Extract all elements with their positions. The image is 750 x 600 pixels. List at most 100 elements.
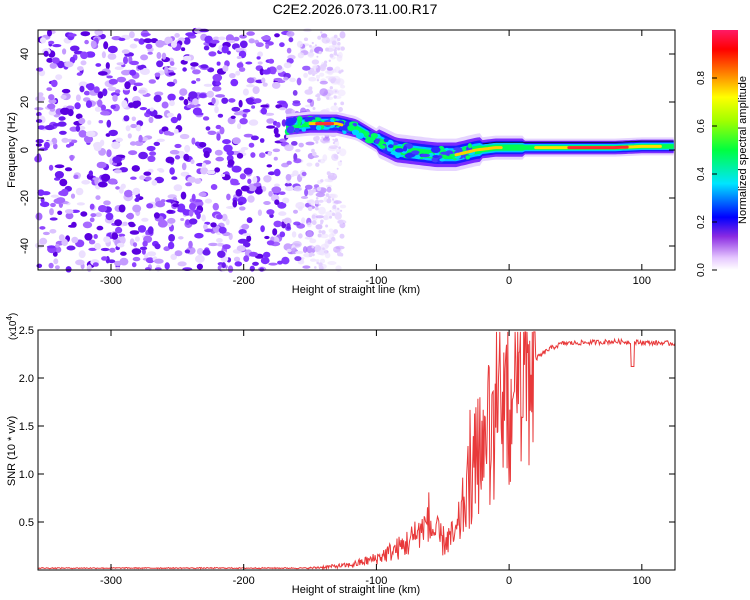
noise-blob <box>128 221 135 226</box>
noise-blob <box>233 256 241 262</box>
noise-fringe-dot <box>320 31 323 34</box>
noise-blob <box>115 137 123 142</box>
noise-fringe-dot <box>339 233 345 239</box>
noise-fringe-dot <box>308 253 313 258</box>
noise-blob <box>52 44 62 48</box>
snr-line <box>37 331 676 571</box>
noise-blob <box>81 180 91 185</box>
noise-blob <box>208 51 217 57</box>
noise-blob <box>144 253 149 259</box>
noise-blob <box>285 174 292 181</box>
y-tick-label: 1.0 <box>19 469 34 481</box>
noise-blob <box>284 144 294 152</box>
noise-blob <box>306 230 313 238</box>
noise-blob <box>169 100 175 107</box>
noise-fringe-dot <box>314 206 319 211</box>
noise-blob <box>259 138 265 143</box>
noise-blob <box>97 91 104 99</box>
noise-blob <box>119 257 129 266</box>
noise-blob <box>213 36 220 41</box>
noise-blob <box>214 106 219 114</box>
noise-blob <box>210 222 217 228</box>
noise-blob <box>286 31 295 37</box>
noise-blob <box>48 40 55 45</box>
noise-blob <box>231 165 242 173</box>
ridge-blob <box>465 155 471 160</box>
noise-blob <box>84 233 93 241</box>
noise-fringe-dot <box>307 206 313 212</box>
noise-blob <box>214 149 223 156</box>
noise-blob <box>137 65 144 70</box>
noise-blob <box>138 89 147 94</box>
noise-blob <box>185 32 196 37</box>
noise-blob <box>110 104 116 110</box>
noise-fringe-dot <box>340 101 345 106</box>
noise-blob <box>101 256 108 261</box>
noise-blob <box>217 113 224 118</box>
noise-blob <box>139 175 146 180</box>
colorbar-label: Normalized spectral amplitude <box>737 76 749 224</box>
noise-blob <box>153 212 160 219</box>
noise-blob <box>183 153 190 161</box>
snr-ylabel: SNR (10 * v/v) <box>6 416 18 486</box>
noise-blob <box>118 37 126 42</box>
noise-blob <box>35 119 43 123</box>
noise-blob <box>309 238 317 244</box>
noise-blob <box>184 144 191 153</box>
noise-blob <box>235 189 243 197</box>
snr-axes: -300 -200 -100 0 100 0.5 1.0 1.5 2.0 2.5 <box>19 325 675 587</box>
noise-blob <box>271 186 282 194</box>
noise-blob <box>334 212 342 220</box>
snr-xlabel: Height of straight line (km) <box>292 584 420 596</box>
noise-blob <box>48 262 54 269</box>
noise-blob <box>324 252 331 259</box>
noise-fringe-dot <box>312 73 315 76</box>
noise-blob <box>46 245 56 249</box>
noise-blob <box>222 244 231 250</box>
noise-blob <box>267 171 276 176</box>
noise-blob <box>328 45 336 51</box>
noise-blob <box>166 112 174 118</box>
noise-blob <box>252 86 260 95</box>
noise-blob <box>149 151 157 156</box>
noise-blob <box>294 256 302 262</box>
noise-blob <box>109 247 116 253</box>
noise-blob <box>192 98 199 106</box>
noise-fringe-dot <box>331 236 336 242</box>
noise-blob <box>257 209 262 216</box>
y-tick-label: -40 <box>19 238 31 254</box>
noise-blob <box>249 251 258 257</box>
noise-blob <box>145 43 153 50</box>
colorbar-tick-label: 0.2 <box>696 215 707 229</box>
noise-blob <box>131 116 136 122</box>
noise-blob <box>79 85 85 93</box>
noise-blob <box>311 59 320 65</box>
noise-blob <box>46 57 54 63</box>
noise-blob <box>242 88 249 96</box>
noise-blob <box>128 150 138 156</box>
noise-blob <box>279 107 287 111</box>
noise-blob <box>35 143 43 147</box>
noise-blob <box>196 248 204 255</box>
noise-blob <box>185 182 193 187</box>
noise-blob <box>177 113 182 121</box>
noise-blob <box>328 228 334 233</box>
noise-blob <box>243 241 251 248</box>
noise-blob <box>250 152 256 158</box>
noise-blob <box>98 120 104 124</box>
noise-blob <box>188 91 198 99</box>
noise-blob <box>183 55 192 62</box>
noise-fringe-dot <box>337 37 341 42</box>
noise-blob <box>122 221 128 226</box>
noise-blob <box>87 120 92 125</box>
snr-panel: -300 -200 -100 0 100 0.5 1.0 1.5 2.0 2.5 Height o… <box>5 313 676 596</box>
noise-blob <box>286 47 292 54</box>
noise-blob <box>129 69 137 76</box>
noise-blob <box>296 40 303 48</box>
noise-blob <box>266 67 271 75</box>
noise-blob <box>279 42 285 48</box>
noise-blob <box>278 211 287 216</box>
noise-blob <box>325 75 335 79</box>
noise-blob <box>163 130 172 136</box>
